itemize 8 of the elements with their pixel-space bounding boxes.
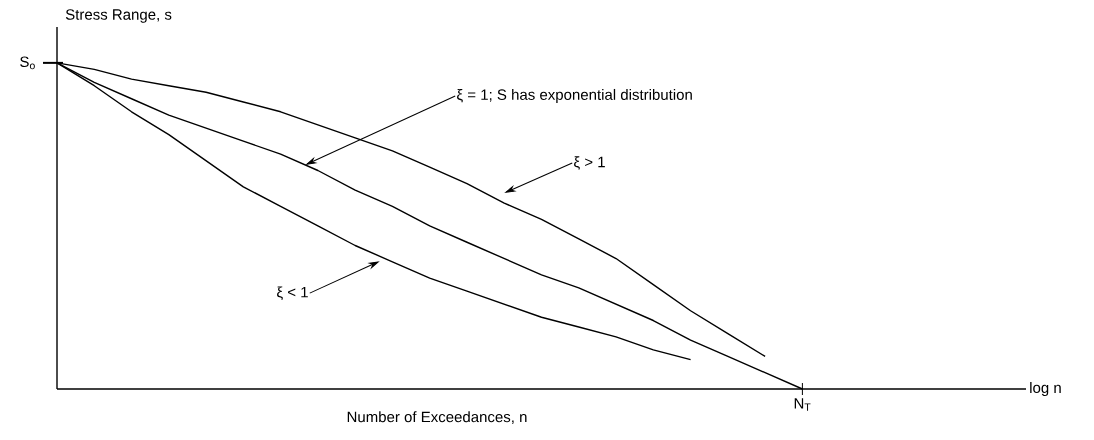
x-axis-title: Number of Exceedances, n (347, 411, 527, 424)
text: log n (1030, 382, 1061, 396)
annotation: ξ = 1; S has exponential distribution (457, 88, 692, 103)
annotation: ξ < 1 (277, 286, 308, 300)
text: N$_{T}$ (794, 398, 811, 411)
y-axis-title: Stress Range, s (65, 9, 172, 23)
text: S$_{o}$ (20, 56, 35, 70)
annotation: ξ > 1 (574, 156, 605, 170)
